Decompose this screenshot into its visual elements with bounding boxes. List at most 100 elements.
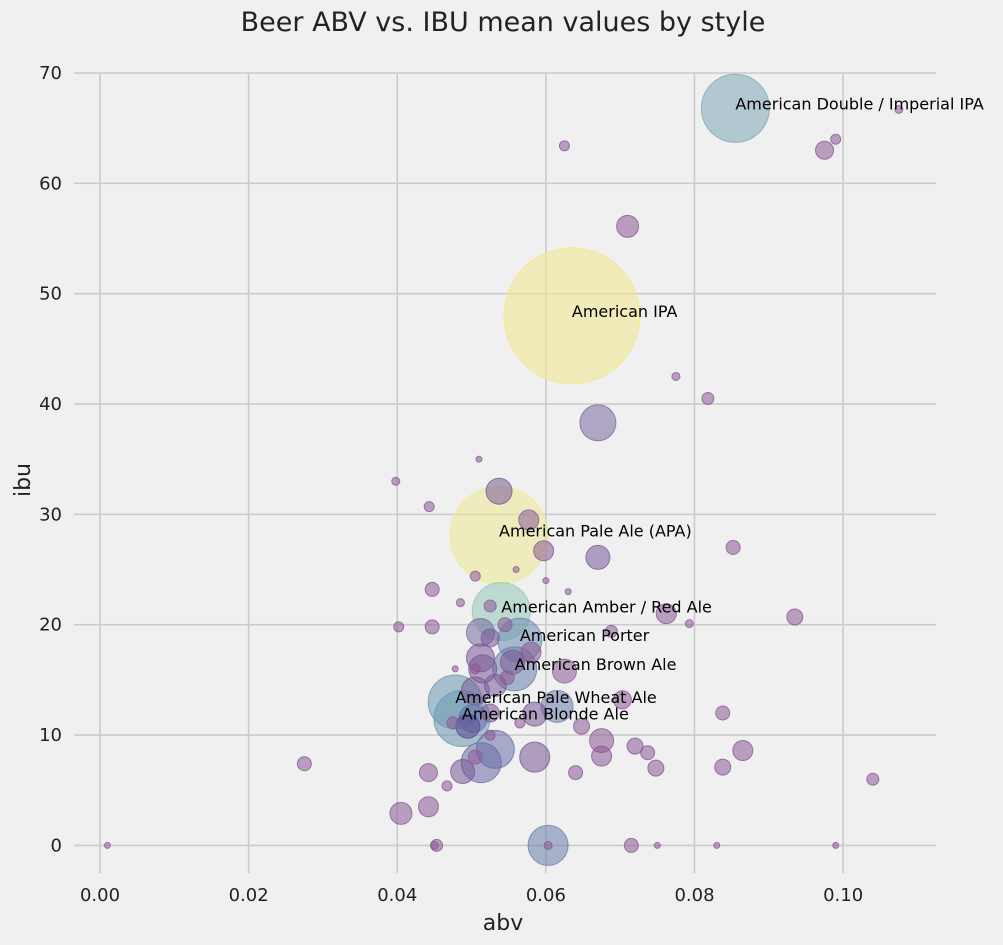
y-tick-label: 20 — [39, 615, 62, 636]
data-point — [604, 624, 618, 638]
data-point — [647, 759, 665, 777]
data-point — [830, 133, 842, 145]
data-point — [522, 701, 548, 727]
data-point — [725, 539, 741, 555]
y-tick-label: 70 — [39, 63, 62, 84]
data-point — [640, 745, 656, 761]
data-point — [732, 740, 754, 762]
data-point — [441, 780, 453, 792]
data-point — [653, 841, 661, 849]
data-point — [579, 404, 617, 442]
data-point — [714, 758, 732, 776]
y-tick-label: 60 — [39, 173, 62, 194]
data-point — [446, 716, 460, 730]
data-point — [450, 758, 476, 784]
data-point — [296, 756, 312, 772]
data-point — [512, 566, 520, 574]
x-axis-label: abv — [483, 911, 523, 936]
data-point — [564, 588, 572, 596]
data-point — [612, 690, 632, 710]
data-point — [424, 619, 440, 635]
y-tick-label: 50 — [39, 284, 62, 305]
data-point — [503, 247, 641, 385]
data-point — [480, 703, 500, 723]
point-label: American Pale Ale (APA) — [499, 521, 692, 540]
data-point — [391, 476, 401, 486]
data-point — [543, 840, 553, 850]
point-label: American IPA — [572, 302, 678, 321]
data-point — [715, 705, 731, 721]
x-tick-label: 0.10 — [823, 885, 863, 906]
data-point — [475, 455, 483, 463]
y-tick-label: 40 — [39, 394, 62, 415]
x-tick-label: 0.02 — [229, 885, 269, 906]
data-point — [469, 663, 481, 675]
data-point — [568, 765, 584, 781]
data-point — [423, 501, 435, 513]
data-point — [455, 598, 465, 608]
data-point — [700, 73, 770, 143]
data-point — [518, 509, 540, 531]
point-label: American Blonde Ale — [462, 705, 629, 724]
axis-ticks: 0.00 0.02 0.04 0.06 0.08 0.10 0 10 20 30 40 50 60 70 — [39, 63, 863, 906]
data-point — [684, 619, 694, 629]
data-point — [786, 608, 804, 626]
data-point — [467, 749, 483, 765]
data-point — [713, 841, 721, 849]
grid — [74, 72, 936, 873]
x-tick-label: 0.00 — [80, 885, 120, 906]
data-point — [520, 641, 542, 663]
point-label: American Double / Imperial IPA — [735, 94, 983, 113]
data-point — [475, 729, 515, 769]
data-point — [499, 670, 515, 686]
data-point — [655, 603, 677, 625]
x-tick-label: 0.06 — [526, 885, 566, 906]
y-tick-label: 10 — [39, 725, 62, 746]
data-point — [591, 745, 613, 767]
point-annotations: American Double / Imperial IPA American I… — [455, 94, 984, 723]
y-tick-label: 30 — [39, 504, 62, 525]
x-tick-label: 0.08 — [674, 885, 714, 906]
point-label: American Amber / Red Ale — [501, 597, 712, 616]
data-point — [701, 392, 715, 406]
data-point — [480, 628, 500, 648]
data-point — [585, 544, 611, 570]
data-point — [519, 741, 551, 773]
data-point — [514, 717, 526, 729]
data-point — [417, 796, 439, 818]
data-point — [389, 801, 413, 825]
data-point — [551, 658, 577, 684]
data-point — [103, 841, 111, 849]
data-point — [497, 617, 513, 633]
data-point — [429, 840, 439, 850]
data-points — [103, 73, 904, 866]
data-point — [542, 577, 550, 585]
data-point — [533, 540, 555, 562]
data-point — [626, 737, 644, 755]
point-label: American Brown Ale — [515, 655, 677, 674]
data-point — [393, 621, 405, 633]
x-tick-label: 0.04 — [377, 885, 417, 906]
point-label: American Pale Wheat Ale — [455, 688, 657, 707]
data-point — [866, 772, 880, 786]
data-point — [623, 837, 639, 853]
y-tick-label: 0 — [51, 835, 62, 856]
data-point — [451, 665, 459, 673]
chart-title: Beer ABV vs. IBU mean values by style — [241, 7, 766, 38]
data-point — [418, 763, 438, 783]
data-point — [485, 477, 513, 505]
point-label: American Porter — [520, 626, 650, 645]
data-point — [484, 729, 496, 741]
y-axis-label: ibu — [11, 463, 36, 497]
data-point — [832, 841, 840, 849]
data-point — [483, 599, 497, 613]
data-point — [616, 214, 640, 238]
data-point — [558, 140, 570, 152]
data-point — [894, 104, 904, 114]
data-point — [424, 581, 440, 597]
data-point — [671, 371, 681, 381]
data-point — [573, 717, 591, 735]
data-point — [815, 140, 835, 160]
data-point — [469, 570, 481, 582]
